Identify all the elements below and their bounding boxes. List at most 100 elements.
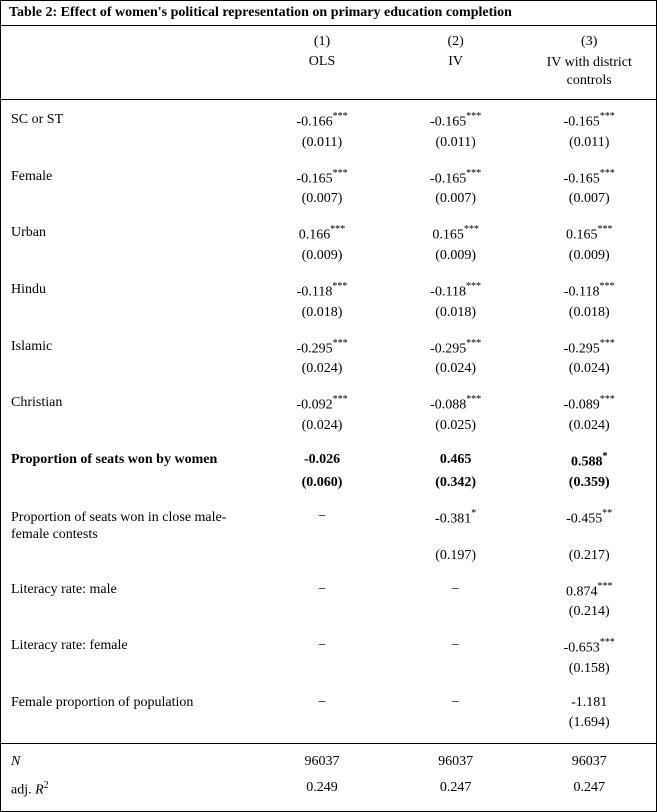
stderr-cell: (0.217) bbox=[522, 546, 656, 566]
stderr-cell: (0.007) bbox=[389, 189, 523, 209]
coef-value: -0.165 bbox=[430, 115, 466, 130]
r2-label-var: R bbox=[35, 783, 44, 798]
significance-stars: *** bbox=[466, 394, 481, 405]
table-row: Female proportion of population − − -1.181 bbox=[1, 683, 656, 713]
stderr-cell bbox=[255, 602, 389, 622]
row-label-blank bbox=[1, 416, 255, 436]
stderr-cell: (0.024) bbox=[389, 359, 523, 379]
coef-cell: -0.295*** bbox=[389, 337, 523, 360]
coef-cell: -0.165*** bbox=[389, 110, 523, 133]
r2-row: adj. R2 0.249 0.247 0.247 bbox=[1, 778, 656, 811]
header-colnum-3: (3) bbox=[522, 32, 656, 52]
coef-cell: − bbox=[255, 693, 389, 713]
coef-value: 0.166 bbox=[299, 228, 331, 243]
coef-value: 0.465 bbox=[440, 452, 472, 467]
coef-value: 0.874 bbox=[566, 584, 598, 599]
significance-stars: *** bbox=[333, 338, 348, 349]
table-header: (1) (2) (3) OLS IV IV with district cont… bbox=[1, 26, 656, 100]
coef-value: -0.092 bbox=[296, 398, 332, 413]
significance-stars: *** bbox=[600, 338, 615, 349]
significance-stars: ** bbox=[602, 508, 612, 519]
header-colnum-2: (2) bbox=[389, 32, 523, 52]
coef-cell: -0.381* bbox=[389, 507, 523, 546]
coef-cell: -0.295*** bbox=[522, 337, 656, 360]
coef-cell: − bbox=[389, 693, 523, 713]
coef-cell: 0.874*** bbox=[522, 580, 656, 603]
coef-cell: -0.166*** bbox=[255, 110, 389, 133]
n-val-2: 96037 bbox=[389, 752, 523, 772]
row-label-blank bbox=[1, 659, 255, 679]
coef-value: -0.165 bbox=[430, 171, 466, 186]
coef-value: − bbox=[318, 582, 326, 597]
stderr-cell bbox=[255, 713, 389, 733]
coef-value: − bbox=[452, 638, 460, 653]
coef-cell: − bbox=[255, 580, 389, 603]
stderr-cell bbox=[389, 602, 523, 622]
row-label-blank bbox=[1, 713, 255, 733]
significance-stars: * bbox=[471, 508, 476, 519]
coef-cell: -0.455** bbox=[522, 507, 656, 546]
coef-cell: 0.165*** bbox=[389, 223, 523, 246]
stderr-cell: (0.024) bbox=[255, 416, 389, 436]
significance-stars: *** bbox=[466, 168, 481, 179]
coef-value: -0.026 bbox=[304, 452, 340, 467]
row-label-blank bbox=[1, 602, 255, 622]
stderr-cell bbox=[389, 713, 523, 733]
coef-value: -0.118 bbox=[297, 285, 333, 300]
coef-cell: -0.092*** bbox=[255, 393, 389, 416]
row-label: SC or ST bbox=[1, 110, 255, 133]
significance-stars: *** bbox=[333, 111, 348, 122]
row-label: Literacy rate: male bbox=[1, 580, 255, 603]
table-row: (0.007)(0.007)(0.007) bbox=[1, 189, 656, 213]
row-label-blank bbox=[1, 473, 255, 493]
coef-value: 0.165 bbox=[566, 228, 598, 243]
stderr-cell: (0.359) bbox=[522, 473, 656, 493]
coef-value: -0.295 bbox=[430, 341, 466, 356]
significance-stars: *** bbox=[600, 168, 615, 179]
coef-cell: 0.166*** bbox=[255, 223, 389, 246]
header-colnum-1: (1) bbox=[255, 32, 389, 52]
coef-cell: -0.165*** bbox=[522, 167, 656, 190]
header-collabel-3: IV with district controls bbox=[522, 52, 656, 93]
coef-value: -0.653 bbox=[564, 641, 600, 656]
header-collabel-2: IV bbox=[389, 52, 523, 93]
stderr-cell: (0.197) bbox=[389, 546, 523, 566]
r2-val-2: 0.247 bbox=[389, 778, 523, 801]
significance-stars: *** bbox=[600, 111, 615, 122]
row-label: Female proportion of population bbox=[1, 693, 255, 713]
coef-value: -0.381 bbox=[435, 511, 471, 526]
table-row: (0.060)(0.342)(0.359) bbox=[1, 473, 656, 497]
significance-stars: * bbox=[602, 451, 607, 462]
stderr-cell: (0.009) bbox=[389, 246, 523, 266]
table-row: (0.009)(0.009)(0.009) bbox=[1, 246, 656, 270]
stderr-cell: (0.024) bbox=[522, 416, 656, 436]
table-title: Table 2: Effect of women's political rep… bbox=[1, 1, 656, 26]
coef-cell: − bbox=[389, 580, 523, 603]
coef-cell: -0.088*** bbox=[389, 393, 523, 416]
row-label-blank bbox=[1, 546, 255, 566]
significance-stars: *** bbox=[330, 224, 345, 235]
coef-value: -0.118 bbox=[430, 285, 466, 300]
coef-value: -1.181 bbox=[571, 695, 607, 710]
row-label: Proportion of seats won in close male-fe… bbox=[1, 507, 255, 546]
significance-stars: *** bbox=[600, 281, 615, 292]
table-row: Proportion of seats won by women-0.0260.… bbox=[1, 440, 656, 473]
stderr-cell: (0.018) bbox=[389, 303, 523, 323]
significance-stars: *** bbox=[600, 394, 615, 405]
coef-value: -0.165 bbox=[564, 171, 600, 186]
coef-value: − bbox=[318, 638, 326, 653]
coef-cell: -0.026 bbox=[255, 450, 389, 473]
table-row: (0.197)(0.217) bbox=[1, 546, 656, 570]
significance-stars: *** bbox=[466, 281, 481, 292]
stderr-cell: (1.694) bbox=[522, 713, 656, 733]
stderr-cell: (0.018) bbox=[255, 303, 389, 323]
coef-value: -0.165 bbox=[564, 115, 600, 130]
header-empty-2 bbox=[1, 52, 255, 93]
table-row: (0.018)(0.018)(0.018) bbox=[1, 303, 656, 327]
row-label: Urban bbox=[1, 223, 255, 246]
coef-value: -0.295 bbox=[564, 341, 600, 356]
row-label: Literacy rate: female bbox=[1, 636, 255, 659]
coef-value: − bbox=[318, 695, 326, 710]
r2-label-sup: 2 bbox=[44, 780, 49, 791]
coef-cell: -1.181 bbox=[522, 693, 656, 713]
